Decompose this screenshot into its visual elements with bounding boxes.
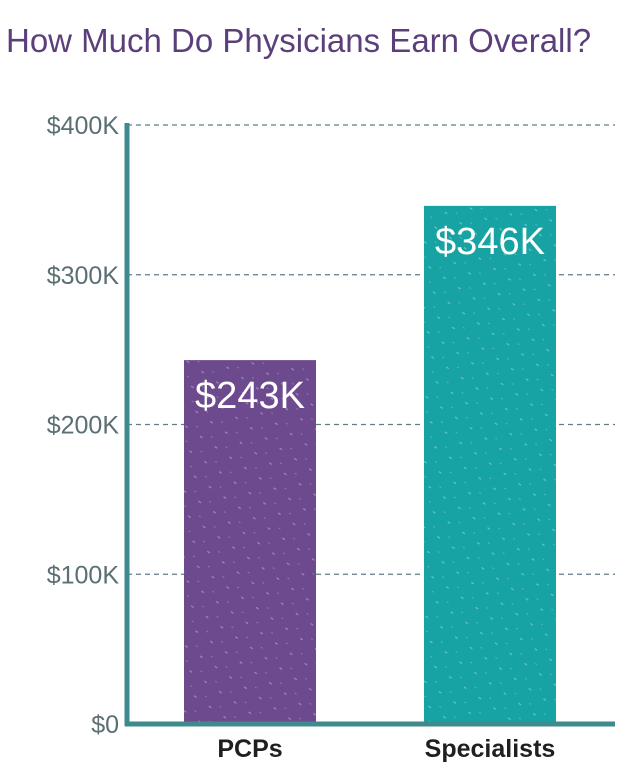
x-category-label-pcps: PCPs <box>217 735 282 763</box>
y-tick-label: $0 <box>91 711 119 739</box>
chart-title: How Much Do Physicians Earn Overall? <box>6 22 591 59</box>
bars <box>184 205 556 725</box>
bar-value-label-specialists: $346K <box>435 221 545 263</box>
bar-texture-specialists <box>424 205 556 725</box>
y-tick-label: $400K <box>47 112 120 140</box>
bar-value-label-pcps: $243K <box>195 375 305 417</box>
axes <box>124 123 615 727</box>
y-tick-label: $200K <box>47 412 120 440</box>
x-category-label-specialists: Specialists <box>425 735 556 763</box>
bar-texture-pcps <box>184 360 316 724</box>
y-tick-label: $100K <box>47 561 120 589</box>
y-tick-label: $300K <box>47 262 120 290</box>
labels: $0 $100K $200K $300K $400K $243K PCPs $346K Spec… <box>47 112 556 763</box>
